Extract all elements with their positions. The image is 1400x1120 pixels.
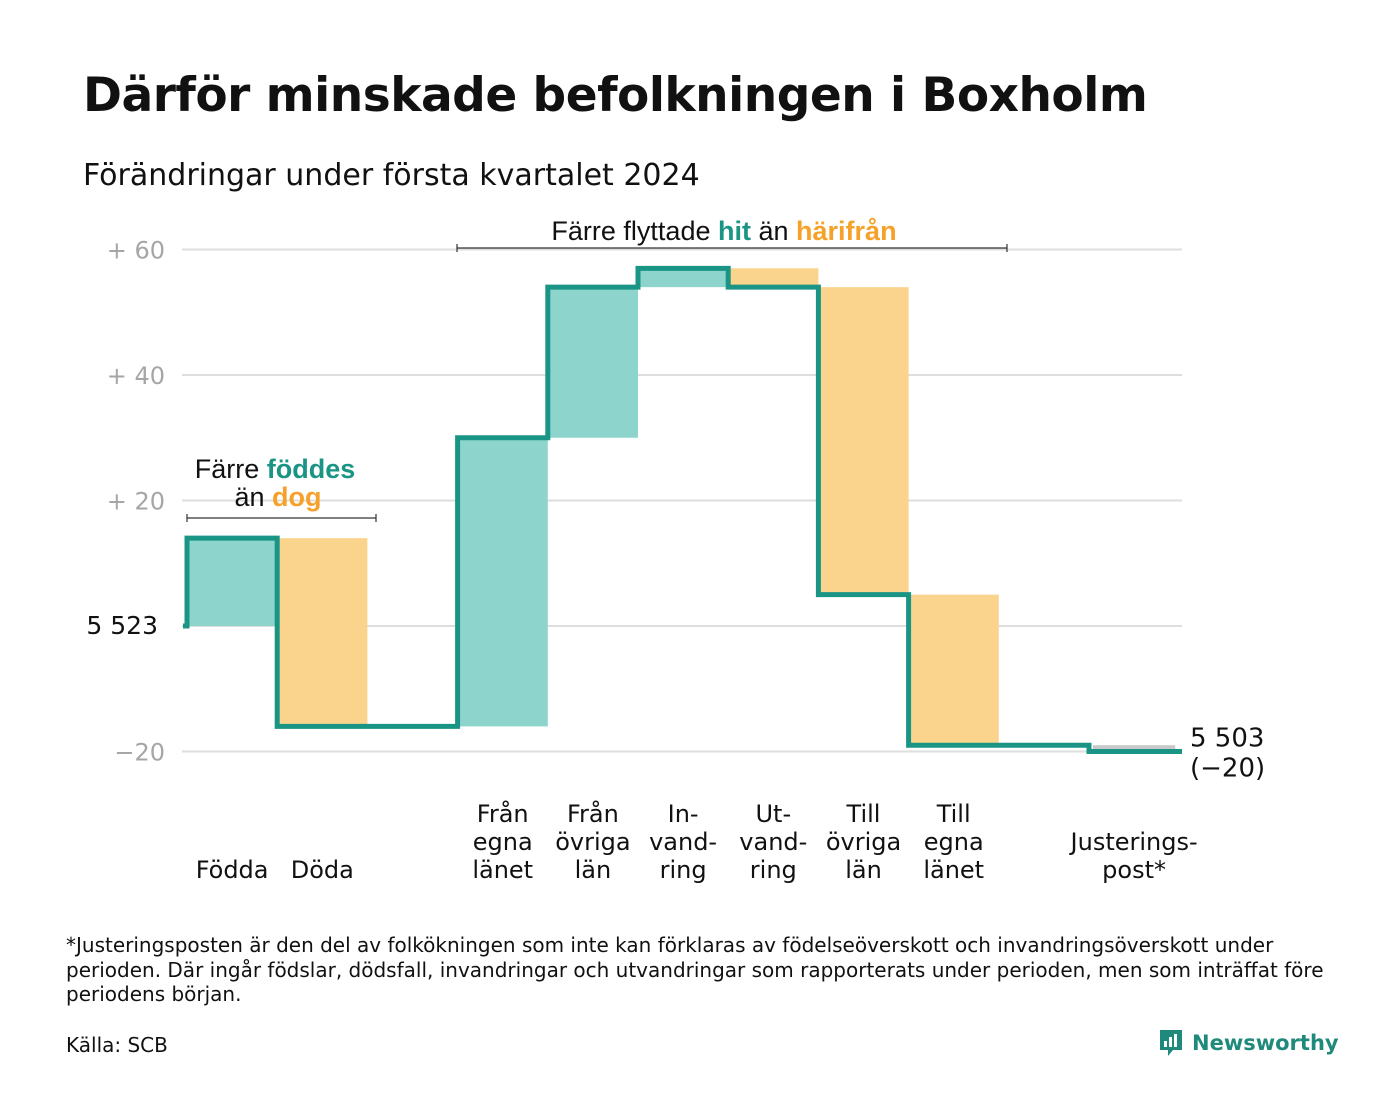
annotation-text: Färre flyttade hit än härifrån	[551, 216, 896, 246]
annotation-text: Färre föddes	[195, 454, 356, 484]
step-line	[183, 265, 1182, 754]
chart-speech-bubble-icon	[1160, 1030, 1182, 1056]
footnote: *Justeringsposten är den del av folkökni…	[66, 933, 1324, 1006]
bar	[908, 594, 999, 746]
step-line-path	[183, 265, 1182, 754]
category-label: Döda	[291, 856, 354, 884]
bar	[1093, 745, 1176, 752]
waterfall-chart: + 60+ 40+ 20−205 523 Födda DödaFrånegnalä…	[86, 216, 1265, 885]
end-label: 5 503	[1190, 724, 1264, 754]
bar	[638, 268, 729, 288]
category-label: övriga	[555, 828, 630, 856]
bar	[547, 287, 638, 438]
category-label: länet	[923, 856, 984, 884]
category-label: In-	[668, 800, 699, 828]
chart-subtitle: Förändringar under första kvartalet 2024	[83, 158, 700, 193]
bar	[818, 287, 909, 595]
end-label: (−20)	[1190, 754, 1265, 784]
category-label: län	[575, 856, 612, 884]
bar	[187, 538, 278, 626]
category-label: län	[845, 856, 882, 884]
category-label: Till	[846, 800, 881, 828]
category-label: egna	[473, 828, 533, 856]
bars	[187, 268, 1176, 752]
category-label: Ut-	[755, 800, 791, 828]
bar	[277, 538, 368, 727]
category-label: länet	[472, 856, 533, 884]
category-label: Födda	[196, 856, 269, 884]
category-label: Från	[477, 799, 529, 828]
newsworthy-logo[interactable]: Newsworthy	[1158, 1028, 1339, 1058]
category-label: vand-	[649, 828, 717, 856]
chart-title: Därför minskade befolkningen i Boxholm	[83, 68, 1148, 123]
category-label: Från	[567, 799, 619, 828]
category-label: post*	[1102, 856, 1166, 884]
logo-text: Newsworthy	[1192, 1031, 1339, 1055]
category-label: egna	[924, 828, 984, 856]
category-label: Justerings-	[1069, 828, 1198, 856]
y-tick-label: + 40	[107, 362, 165, 390]
category-label: ring	[660, 856, 707, 884]
source: Källa: SCB	[66, 1033, 168, 1057]
annotation-text: än dog	[234, 482, 321, 512]
category-label: ring	[750, 856, 797, 884]
y-tick-label: + 20	[107, 488, 165, 516]
y-axis-ticks: + 60 + 40 + 20 −20 5 523	[86, 237, 165, 767]
category-label: övriga	[826, 828, 901, 856]
y-tick-label: −20	[114, 739, 165, 767]
bar	[457, 437, 548, 727]
bar	[728, 268, 819, 288]
y-tick-label: + 60	[107, 237, 165, 265]
category-label: Till	[936, 800, 971, 828]
category-label: vand-	[739, 828, 807, 856]
category-labels: Födda DödaFrånegnalänetFrånövrigalänIn-va…	[196, 724, 1265, 885]
baseline-label: 5 523	[86, 611, 158, 640]
